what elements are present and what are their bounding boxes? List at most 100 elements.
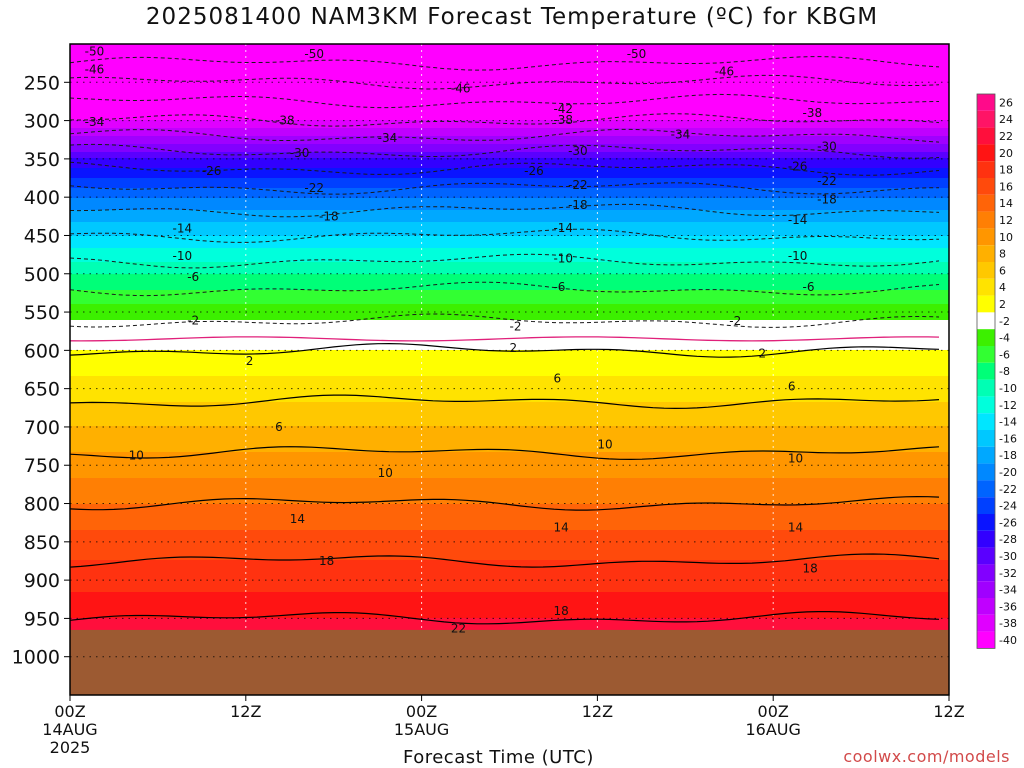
- temperature-band: [70, 60, 949, 63]
- temperature-band: [70, 160, 949, 163]
- temperature-band: [70, 94, 949, 97]
- temperature-band: [70, 378, 949, 381]
- temperature-band: [70, 414, 949, 417]
- colorbar-swatch: [977, 178, 995, 195]
- temperature-band: [70, 84, 949, 87]
- contour-label: 2: [759, 346, 767, 360]
- temperature-band: [70, 612, 949, 615]
- colorbar-label: -20: [999, 466, 1017, 479]
- temperature-band: [70, 110, 949, 113]
- temperature-band: [70, 352, 949, 355]
- temperature-band: [70, 204, 949, 207]
- pressure-tick-label: 550: [24, 302, 60, 324]
- temperature-band: [70, 576, 949, 579]
- temperature-band: [70, 102, 949, 105]
- temperature-band: [70, 382, 949, 385]
- contour-line-negative: [69, 281, 940, 297]
- pressure-tick-label: 1000: [12, 647, 60, 669]
- contour-line-negative: [69, 203, 940, 218]
- temperature-band: [70, 44, 949, 47]
- time-tick-label: 00Z: [758, 702, 789, 721]
- time-tick-label: 12Z: [230, 702, 261, 721]
- temperature-band: [70, 252, 949, 255]
- temperature-band: [70, 496, 949, 499]
- temperature-band: [70, 52, 949, 55]
- temperature-band: [70, 570, 949, 573]
- temperature-band: [70, 336, 949, 339]
- temperature-band: [70, 116, 949, 119]
- temperature-band: [70, 82, 949, 85]
- contour-line-negative: [69, 93, 940, 109]
- contour-label: 14: [290, 512, 305, 526]
- contour-label: -6: [803, 280, 815, 294]
- contour-line-positive: [69, 611, 940, 625]
- temperature-band: [70, 126, 949, 129]
- contour-label: -34: [85, 115, 105, 129]
- colorbar-swatch: [977, 362, 995, 380]
- contour-label: -22: [817, 174, 837, 188]
- contour-label: -6: [187, 270, 199, 284]
- temperature-band: [70, 512, 949, 515]
- pressure-tick-label: 450: [24, 225, 60, 247]
- temperature-band: [70, 408, 949, 411]
- temperature-band: [70, 394, 949, 397]
- contour-label: 2: [246, 354, 254, 368]
- temperature-band: [70, 480, 949, 483]
- temperature-band: [70, 338, 949, 341]
- contour-label: 6: [553, 372, 561, 386]
- temperature-band: [70, 624, 949, 627]
- contour-line-negative: [69, 143, 940, 159]
- temperature-band: [70, 540, 949, 543]
- temperature-band: [70, 250, 949, 253]
- contour-label: 10: [788, 451, 803, 465]
- contour-label: 10: [129, 448, 144, 462]
- colorbar-swatch: [977, 514, 995, 531]
- temperature-band: [70, 290, 949, 293]
- temperature-band: [70, 120, 949, 123]
- temperature-band: [70, 460, 949, 463]
- temperature-band: [70, 482, 949, 485]
- temperature-band: [70, 462, 949, 465]
- temperature-band: [70, 522, 949, 525]
- colorbar-label: 8: [999, 248, 1006, 261]
- contour-label: -50: [304, 47, 324, 61]
- temperature-band: [70, 456, 949, 459]
- temperature-band: [70, 146, 949, 149]
- temperature-band: [70, 118, 949, 121]
- temperature-band: [70, 284, 949, 287]
- temperature-band: [70, 510, 949, 513]
- temperature-band: [70, 410, 949, 413]
- temperature-band: [70, 572, 949, 575]
- temperature-band: [70, 258, 949, 261]
- temperature-band: [70, 112, 949, 115]
- colorbar-label: -34: [999, 584, 1017, 597]
- temperature-band: [70, 398, 949, 401]
- contour-line-negative: [69, 113, 940, 127]
- temperature-band: [70, 556, 949, 559]
- temperature-band: [70, 344, 949, 347]
- plot-frame: [69, 43, 950, 696]
- temperature-band: [70, 590, 949, 593]
- temperature-band: [70, 424, 949, 427]
- contour-label: -34: [671, 127, 691, 141]
- contour-label: -50: [627, 47, 647, 61]
- colorbar-label: -4: [999, 332, 1010, 345]
- temperature-band: [70, 562, 949, 565]
- colorbar-label: 2: [999, 298, 1006, 311]
- temperature-band: [70, 346, 949, 349]
- temperature-band: [70, 134, 949, 137]
- contour-lines: [69, 56, 940, 625]
- colorbar-label: -8: [999, 365, 1010, 378]
- temperature-band: [70, 626, 949, 629]
- colorbar-swatch: [977, 94, 995, 111]
- colorbar-label: -10: [999, 382, 1017, 395]
- temperature-band: [70, 228, 949, 231]
- temperature-band: [70, 242, 949, 245]
- colorbar-swatch: [977, 547, 995, 565]
- temperature-band: [70, 426, 949, 429]
- temperature-band: [70, 312, 949, 315]
- temperature-band: [70, 260, 949, 263]
- time-tick-label: 12Z: [582, 702, 613, 721]
- colorbar-label: -36: [999, 600, 1017, 613]
- temperature-band: [70, 358, 949, 361]
